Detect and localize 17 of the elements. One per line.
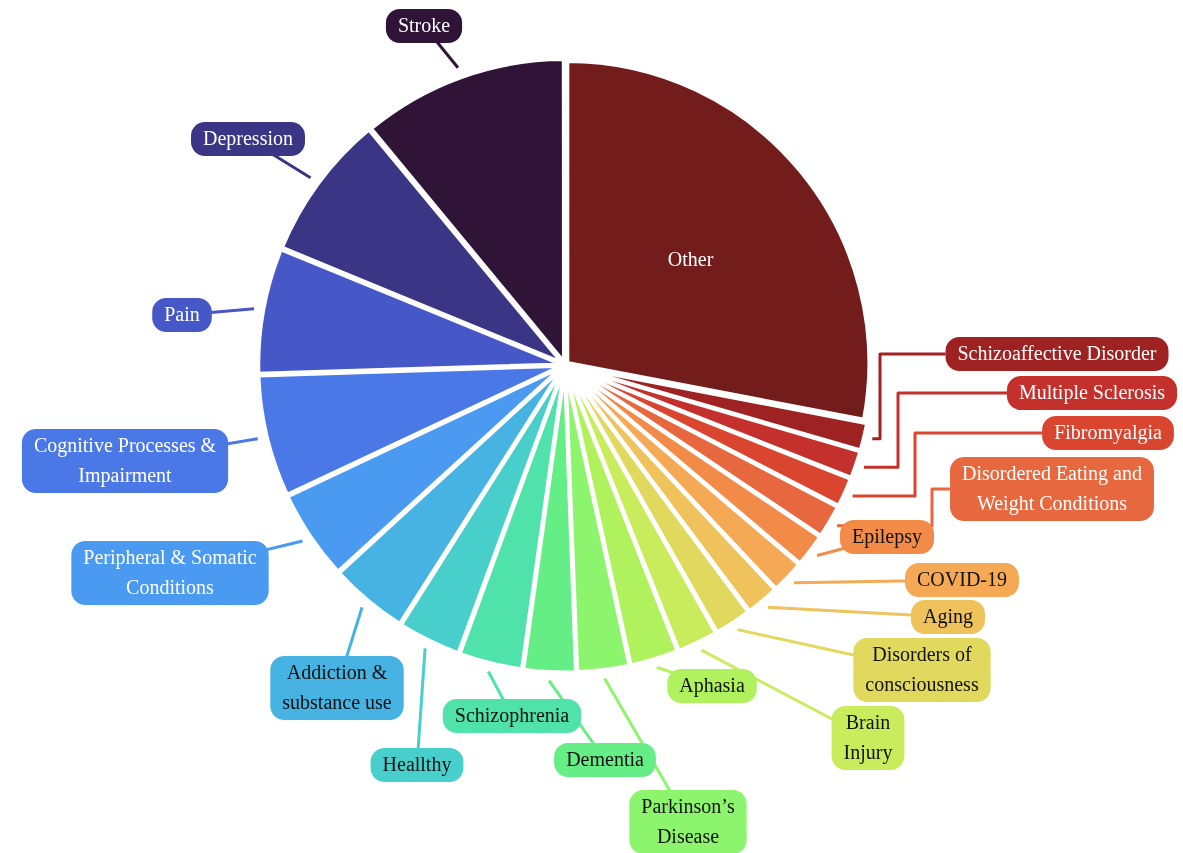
slice-label: Schizoaffective Disorder bbox=[957, 342, 1157, 365]
slice-label: Brain Injury bbox=[843, 711, 893, 765]
slice-label: Dementia bbox=[566, 748, 644, 771]
slice-label: Aging bbox=[923, 605, 973, 629]
slice-label: COVID-19 bbox=[917, 568, 1007, 591]
slice-label: Disordered Eating and Weight Conditions bbox=[962, 462, 1142, 516]
slice-label: Depression bbox=[203, 127, 293, 151]
slice-label: Addiction & substance use bbox=[282, 661, 392, 714]
slice-label: Multiple Sclerosis bbox=[1018, 381, 1166, 405]
slice-label: Other bbox=[667, 248, 714, 271]
slice-label: Heallthy bbox=[382, 753, 452, 777]
slice-label: Pain bbox=[164, 303, 200, 326]
slice-label: Disorders of consciousness bbox=[865, 643, 979, 696]
slice-label: Schizophrenia bbox=[454, 704, 570, 728]
slice-label: Stroke bbox=[397, 14, 451, 37]
slice-label: Fibromyalgia bbox=[1054, 421, 1162, 445]
slice-label: Parkinson’s Disease bbox=[641, 795, 735, 848]
